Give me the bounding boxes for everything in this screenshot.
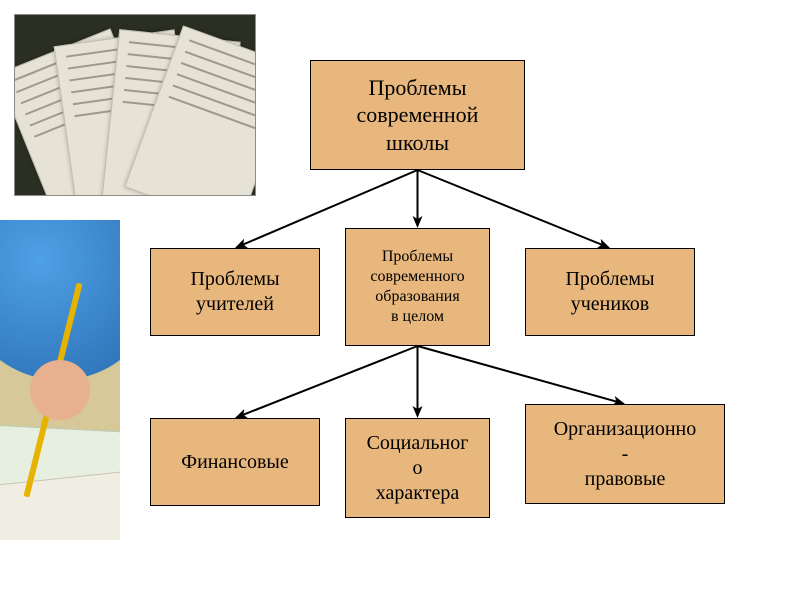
node-label: Проблемысовременнойшколы (357, 74, 479, 157)
node-label: Социальногохарактера (367, 431, 469, 506)
node-root: Проблемысовременнойшколы (310, 60, 525, 170)
edge-edu-to-fin (237, 346, 418, 417)
node-edu: Проблемысовременногообразованияв целом (345, 228, 490, 346)
node-label: Организационно-правовые (554, 417, 697, 492)
node-label: Проблемыучителей (190, 267, 279, 317)
node-soc: Социальногохарактера (345, 418, 490, 518)
node-label: Проблемыучеников (565, 267, 654, 317)
node-org: Организационно-правовые (525, 404, 725, 504)
decorative-photo-papers (14, 14, 256, 196)
node-label: Проблемысовременногообразованияв целом (370, 247, 464, 327)
node-label: Финансовые (181, 450, 288, 475)
edge-edu-to-org (418, 346, 624, 403)
node-teach: Проблемыучителей (150, 248, 320, 336)
diagram-canvas: Проблемысовременнойшколы Проблемыучителей… (0, 0, 800, 600)
node-pupils: Проблемыучеников (525, 248, 695, 336)
node-fin: Финансовые (150, 418, 320, 506)
decorative-photo-student (0, 220, 120, 540)
